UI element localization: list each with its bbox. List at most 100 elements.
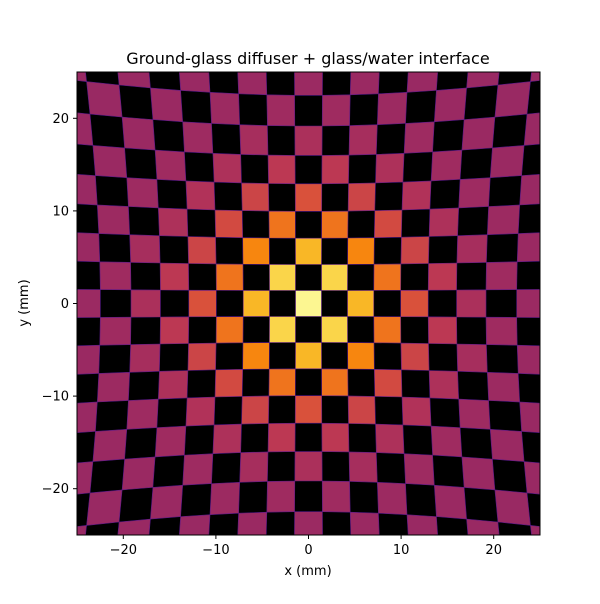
- y-tick-label: −10: [42, 390, 69, 405]
- checkerboard-square: [77, 525, 87, 535]
- checkerboard-square: [321, 154, 350, 185]
- checkerboard-square: [403, 121, 435, 154]
- checkerboard-square: [185, 180, 216, 211]
- checkerboard-square: [294, 511, 323, 535]
- checkerboard-square: [267, 154, 296, 185]
- checkerboard-square: [373, 368, 403, 398]
- checkerboard-square: [215, 316, 244, 344]
- checkerboard-square: [430, 149, 463, 182]
- checkerboard-square: [530, 72, 540, 82]
- checkerboard-square: [349, 511, 380, 535]
- checkerboard-square: [268, 210, 296, 239]
- checkerboard-square: [159, 262, 190, 291]
- y-tick-label: 10: [52, 204, 69, 219]
- checkerboard-square: [188, 289, 217, 318]
- checkerboard-square: [295, 290, 322, 317]
- checkerboard-square: [403, 453, 435, 486]
- checkerboard-square: [92, 145, 128, 179]
- checkerboard-square: [347, 395, 376, 425]
- checkerboard-square: [242, 342, 270, 370]
- x-tick-label: −10: [202, 543, 229, 558]
- checkerboard-square: [241, 395, 270, 425]
- checkerboard-square: [117, 72, 151, 89]
- checkerboard-square: [237, 511, 268, 535]
- checkerboard-square: [519, 401, 540, 433]
- checkerboard-square: [406, 72, 438, 93]
- checkerboard-square: [486, 371, 521, 403]
- checkerboard-square: [519, 174, 540, 206]
- checkerboard-square: [516, 289, 540, 318]
- x-tick-label: −20: [110, 543, 137, 558]
- checkerboard-square: [456, 343, 488, 373]
- checkerboard-square: [401, 396, 432, 427]
- checkerboard-square: [427, 316, 458, 345]
- checkerboard-square: [466, 518, 500, 535]
- checkerboard-square: [121, 116, 156, 151]
- chart-title: Ground-glass diffuser + glass/water inte…: [126, 49, 489, 68]
- checkerboard-square: [209, 481, 241, 516]
- checkerboard-square: [430, 425, 463, 458]
- checkerboard-square: [154, 425, 187, 458]
- checkerboard-square: [77, 112, 94, 146]
- checkerboard-square: [523, 461, 540, 495]
- checkerboard-square: [294, 451, 323, 482]
- checkerboard-square: [461, 456, 496, 491]
- checkerboard-square: [96, 371, 131, 403]
- checkerboard-square: [242, 237, 270, 265]
- checkerboard-square: [77, 461, 94, 495]
- checkerboard-square: [99, 316, 132, 346]
- checkerboard-square: [241, 182, 270, 212]
- checkerboard-square: [157, 370, 189, 400]
- checkerboard-square: [466, 72, 500, 89]
- checkerboard-square: [209, 91, 241, 126]
- checkerboard-square: [86, 489, 123, 526]
- checkerboard-square: [150, 87, 184, 123]
- checkerboard-square: [77, 344, 101, 375]
- checkerboard-square: [294, 183, 323, 212]
- checkerboard-square: [212, 423, 242, 455]
- checkerboard-square: [348, 124, 378, 156]
- checkerboard-square: [348, 451, 378, 483]
- checkerboard-square: [77, 401, 98, 433]
- checkerboard-square: [268, 368, 296, 397]
- checkerboard-square: [129, 343, 161, 373]
- checkerboard-square: [212, 152, 242, 184]
- checkerboard-square: [214, 368, 244, 398]
- checkerboard-square: [489, 428, 525, 462]
- checkerboard-square: [400, 342, 430, 371]
- checkerboard-square: [347, 290, 375, 317]
- checkerboard-square: [239, 124, 269, 156]
- x-axis-label: x (mm): [284, 564, 331, 579]
- checkerboard-square: [182, 453, 214, 486]
- checkerboard-square: [530, 525, 540, 535]
- checkerboard-square: [295, 342, 322, 370]
- checkerboard-square: [269, 264, 296, 291]
- checkerboard-square: [427, 262, 458, 291]
- y-tick-label: 20: [52, 112, 69, 127]
- x-axis: −20 −10 0 10 20: [110, 535, 502, 558]
- checkerboard-square: [400, 236, 430, 265]
- checkerboard-square: [485, 316, 518, 346]
- y-axis: −20 −10 0 10 20: [42, 112, 77, 497]
- checkerboard-square: [321, 264, 348, 291]
- checkerboard-square: [185, 396, 216, 427]
- checkerboard-square: [214, 209, 244, 239]
- checkerboard-square: [433, 87, 467, 123]
- checkerboard-square: [157, 207, 189, 237]
- checkerboard-square: [179, 514, 211, 535]
- checkerboard-square: [154, 149, 187, 182]
- checkerboard-square: [126, 398, 159, 430]
- checkerboard-square: [269, 316, 296, 343]
- checkerboard-square: [458, 177, 491, 209]
- checkerboard-square: [433, 484, 467, 520]
- checkerboard-square: [182, 121, 214, 154]
- checkerboard-square: [159, 316, 190, 345]
- checkerboard-square: [96, 204, 131, 236]
- checkerboard-square: [494, 81, 531, 118]
- checkerboard-square: [347, 342, 375, 370]
- checkerboard-square: [347, 237, 375, 265]
- checkerboard-square: [321, 316, 348, 343]
- x-tick-label: 10: [393, 543, 410, 558]
- checkerboard-square: [428, 207, 460, 237]
